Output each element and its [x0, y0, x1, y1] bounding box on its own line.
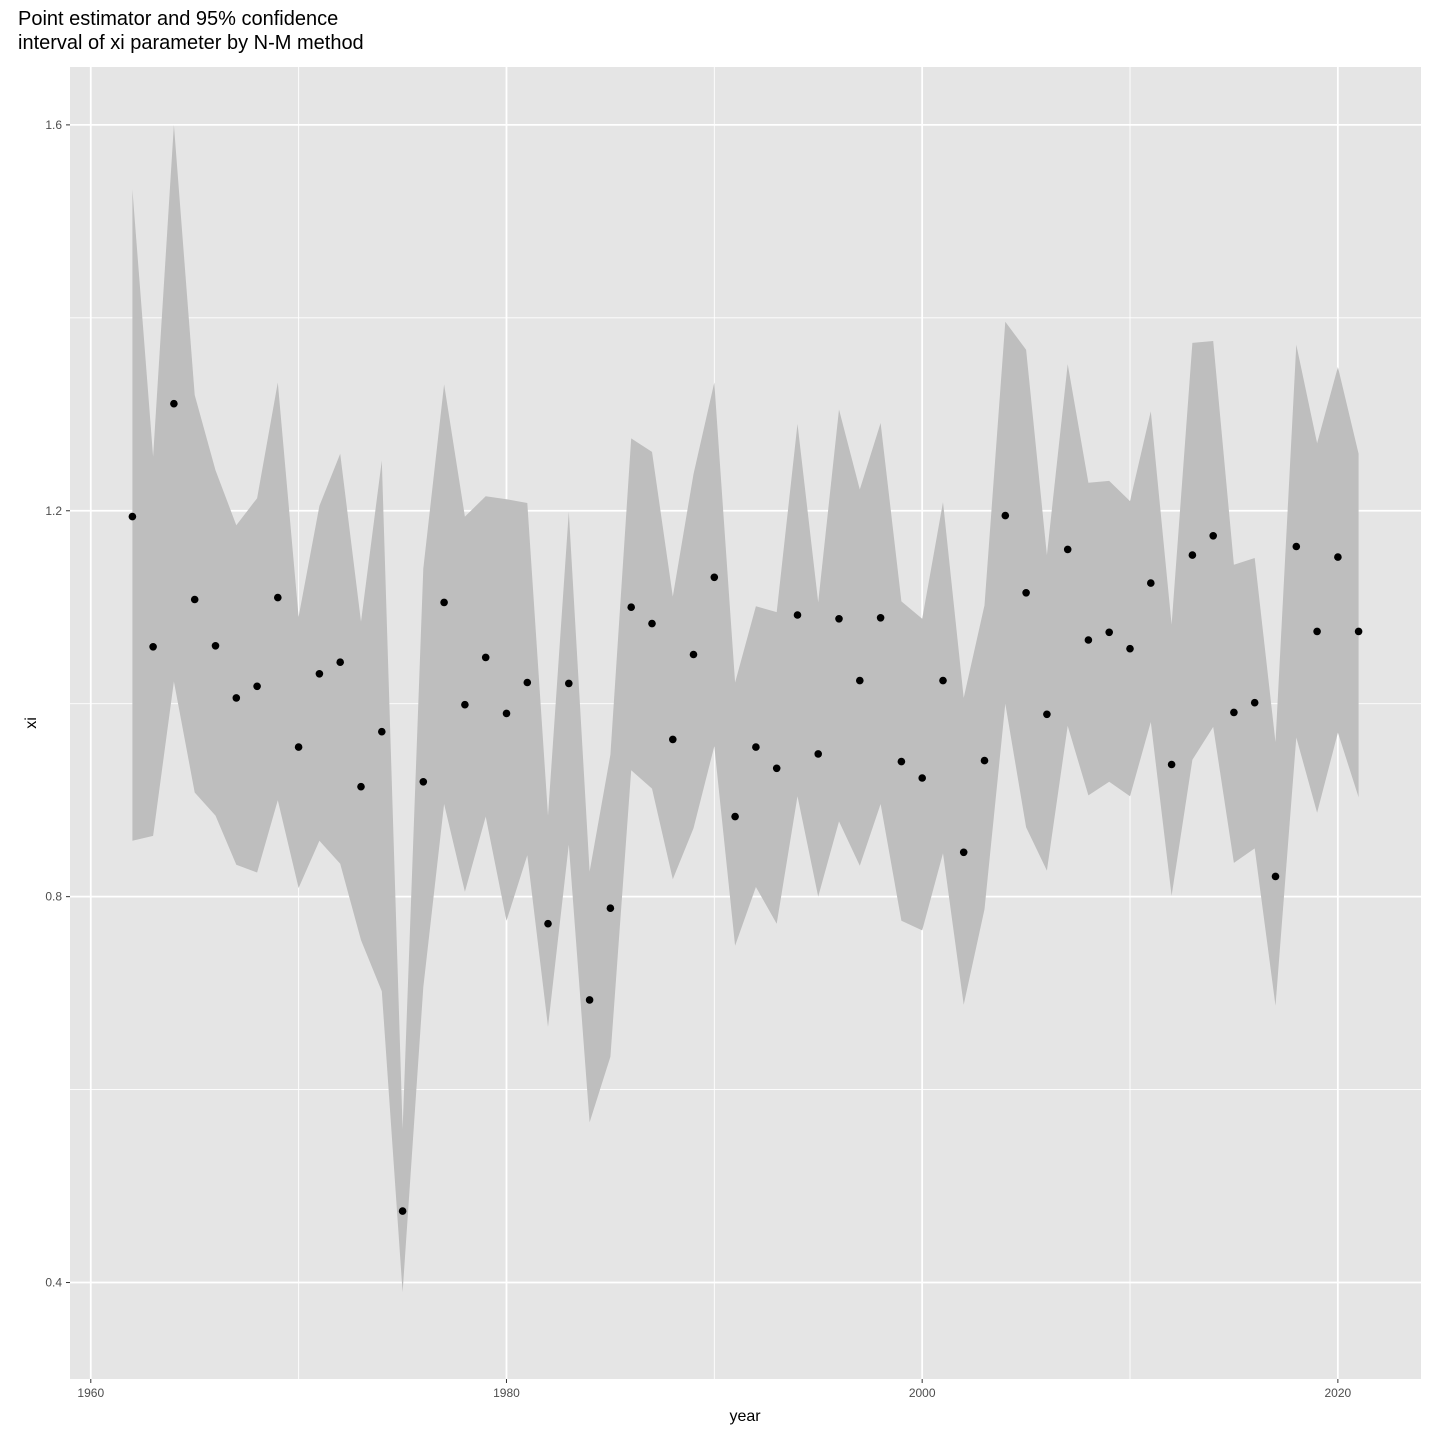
data-point: [149, 643, 157, 651]
data-point: [1126, 644, 1134, 653]
data-point: [1209, 532, 1217, 540]
data-point: [585, 996, 594, 1004]
axis-ticks: 0.4 0.8 1.2 1.6 1960 1980 2000 2020: [45, 118, 1351, 1400]
data-point: [1188, 551, 1197, 559]
data-point: [419, 778, 428, 786]
data-point: [544, 919, 552, 928]
point-estimates: [128, 399, 1363, 1215]
data-point: [669, 735, 677, 744]
data-point: [190, 595, 199, 604]
data-point: [1250, 698, 1259, 707]
confidence-interval-ribbon: [132, 124, 1359, 1293]
data-point: [731, 812, 739, 821]
data-point: [1354, 627, 1363, 636]
data-point: [565, 679, 573, 688]
data-point: [378, 727, 386, 736]
data-point: [793, 611, 802, 619]
data-point: [211, 642, 220, 650]
x-tick-label: 2020: [1325, 1386, 1352, 1400]
data-point: [627, 603, 635, 611]
data-point: [1084, 636, 1093, 644]
data-point: [1313, 627, 1321, 636]
data-point: [1001, 511, 1010, 520]
data-point: [648, 619, 656, 628]
data-point: [398, 1207, 407, 1215]
data-point: [294, 743, 303, 751]
data-point: [980, 756, 989, 765]
data-point: [959, 848, 968, 857]
x-tick-label: 1960: [77, 1386, 104, 1400]
data-point: [1292, 542, 1301, 551]
chart-title-line-2: interval of xi parameter by N-M method: [18, 32, 364, 54]
data-point: [939, 676, 947, 685]
data-point: [315, 670, 324, 678]
data-point: [1271, 872, 1280, 881]
y-tick-label: 1.6: [45, 118, 62, 132]
x-axis-title: year: [729, 1408, 761, 1425]
data-point: [170, 399, 178, 408]
y-tick-label: 1.2: [45, 504, 62, 518]
data-point: [1043, 710, 1051, 719]
data-point: [918, 774, 926, 782]
data-point: [689, 650, 698, 659]
data-point: [752, 743, 760, 751]
data-point: [336, 658, 345, 666]
data-point: [523, 678, 532, 687]
data-point: [897, 757, 906, 766]
data-point: [232, 694, 241, 702]
data-point: [606, 904, 615, 912]
data-point: [710, 573, 719, 582]
data-point: [1230, 708, 1238, 717]
data-point: [1105, 628, 1113, 637]
y-tick-label: 0.8: [45, 890, 62, 904]
data-point: [440, 598, 448, 607]
x-tick-label: 2000: [909, 1386, 936, 1400]
data-point: [1063, 545, 1072, 554]
data-point: [1334, 553, 1342, 561]
data-point: [357, 782, 365, 791]
data-point: [1147, 579, 1155, 587]
data-point: [128, 512, 137, 521]
data-point: [253, 682, 261, 691]
data-point: [461, 700, 469, 709]
x-tick-label: 1980: [493, 1386, 520, 1400]
y-axis-title: xi: [23, 717, 40, 729]
data-point: [1167, 760, 1176, 769]
data-point: [835, 615, 843, 623]
data-point: [274, 593, 282, 602]
data-point: [1022, 589, 1030, 597]
data-point: [502, 709, 511, 718]
y-tick-label: 0.4: [45, 1276, 62, 1290]
data-point: [856, 676, 864, 685]
data-point: [876, 614, 885, 622]
chart-title-line-1: Point estimator and 95% confidence: [18, 8, 338, 30]
data-point: [481, 653, 490, 662]
data-point: [814, 750, 822, 758]
data-point: [772, 764, 781, 773]
